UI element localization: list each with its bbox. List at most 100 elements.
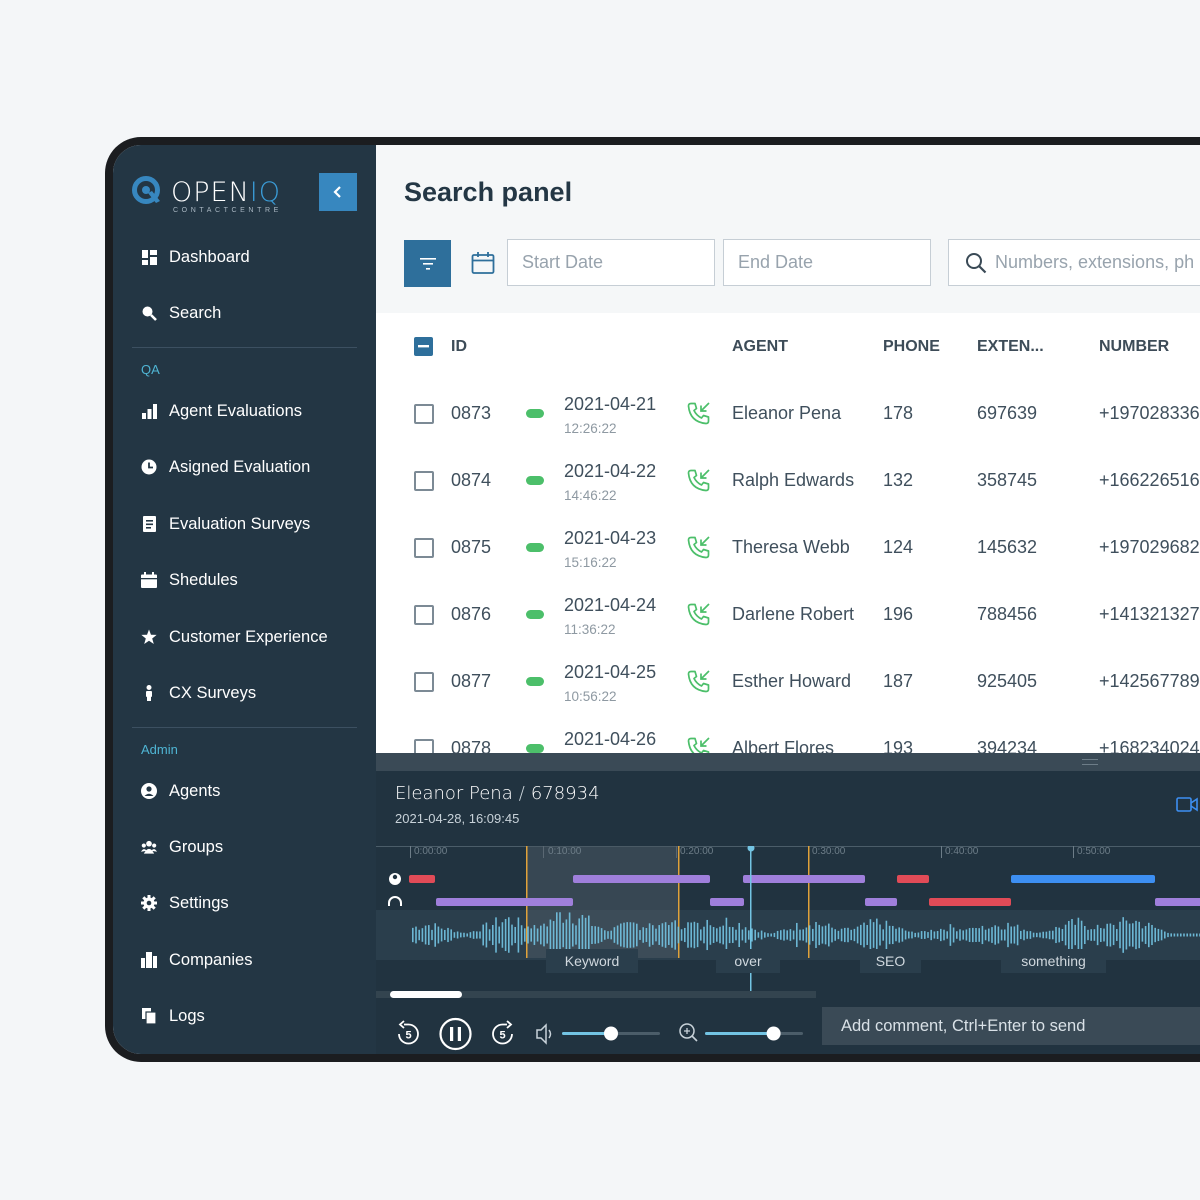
marker-line (808, 846, 810, 958)
cell-phone: 193 (883, 738, 914, 753)
start-date-input[interactable]: Start Date (507, 239, 715, 286)
forward-seconds: 5 (499, 1030, 505, 1042)
cell-id: 0878 (451, 738, 492, 753)
waveform-bar (623, 922, 625, 948)
player-controls: 5 5 (376, 991, 1200, 1054)
waveform-bar (1061, 929, 1064, 941)
player-agent-name: Eleanor Pena (395, 783, 513, 804)
end-date-input[interactable]: End Date (723, 239, 931, 286)
waveform-bar (552, 921, 555, 949)
waveform-bar (527, 926, 529, 944)
table-row[interactable]: 0878 2021-04-26 Albert Flores 193 394234 +168… (376, 715, 1200, 753)
waveform-bar (453, 932, 456, 938)
video-camera-icon[interactable] (1176, 797, 1198, 812)
sidebar-item-label: Groups (169, 837, 224, 856)
sidebar-item-evaluation-surveys[interactable]: Evaluation Surveys (141, 509, 310, 539)
row-checkbox[interactable] (414, 605, 434, 625)
pause-button[interactable] (439, 1017, 472, 1051)
table-row[interactable]: 0877 2021-04-25 10:56:22 Esther Howard 187 92… (376, 648, 1200, 716)
column-header-agent[interactable]: AGENT (732, 337, 788, 355)
cell-agent: Eleanor Pena (732, 403, 842, 423)
cell-extension: 394234 (977, 738, 1038, 753)
waveform-bar (1180, 933, 1182, 937)
cell-extension: 788456 (977, 604, 1038, 624)
app-screen: OPENIQ CONTACTCENTRE Dashboard Search QA… (113, 145, 1200, 1054)
keyword-tag[interactable]: SEO (860, 949, 921, 973)
resize-handle[interactable] (376, 753, 1200, 771)
sidebar-item-cx-surveys[interactable]: CX Surveys (141, 678, 256, 708)
row-checkbox[interactable] (414, 739, 434, 753)
volume-slider-handle[interactable] (604, 1026, 618, 1041)
comment-input[interactable]: Add comment, Ctrl+Enter to send (822, 1007, 1200, 1045)
sidebar-item-shedules[interactable]: Shedules (141, 565, 238, 595)
rewind-button[interactable]: 5 (398, 1020, 419, 1045)
sidebar-item-groups[interactable]: Groups (141, 832, 223, 862)
waveform-bar (754, 929, 756, 941)
column-header-id[interactable]: ID (451, 337, 467, 355)
table-row[interactable]: 0874 2021-04-22 14:46:22 Ralph Edwards 132 35… (376, 447, 1200, 515)
row-checkbox[interactable] (414, 404, 434, 424)
forward-button[interactable]: 5 (492, 1020, 513, 1045)
sidebar-item-asigned-evaluation[interactable]: Asigned Evaluation (141, 452, 310, 482)
bar-chart-icon (141, 403, 157, 419)
waveform-bar (463, 932, 465, 938)
timeline-scrollbar[interactable] (390, 991, 462, 998)
waveform-bar (802, 929, 804, 941)
waveform-bar (885, 920, 888, 950)
keyword-tag[interactable]: over (716, 949, 780, 973)
sidebar-item-dashboard[interactable]: Dashboard (141, 242, 250, 272)
row-checkbox[interactable] (414, 471, 434, 491)
search-input[interactable]: Numbers, extensions, ph (948, 239, 1200, 286)
row-checkbox[interactable] (414, 538, 434, 558)
calendar-icon[interactable] (471, 251, 495, 275)
table-row[interactable]: 0875 2021-04-23 15:16:22 Theresa Webb 124 145… (376, 514, 1200, 582)
sidebar-item-label: Agents (169, 781, 221, 800)
table-row[interactable]: 0873 2021-04-21 12:26:22 Eleanor Pena 178 697… (376, 380, 1200, 448)
waveform-bar (783, 929, 785, 941)
keyword-tag[interactable]: something (1001, 949, 1106, 973)
collapse-sidebar-button[interactable] (319, 173, 357, 211)
row-checkbox[interactable] (414, 672, 434, 692)
zoom-icon[interactable] (679, 1023, 698, 1042)
cell-time: 12:26:22 (564, 421, 617, 436)
waveform-bar (1141, 928, 1144, 942)
waveform-bar (1023, 929, 1025, 941)
waveform-bar (1045, 931, 1048, 939)
calendar-icon (141, 572, 157, 588)
sidebar-item-agent-evaluations[interactable]: Agent Evaluations (141, 396, 302, 426)
waveform-bar (760, 930, 763, 940)
sidebar-item-customer-experience[interactable]: Customer Experience (141, 622, 328, 652)
sidebar-item-label: Asigned Evaluation (169, 457, 311, 476)
column-header-extension[interactable]: EXTEN... (977, 337, 1044, 355)
keyword-tag[interactable]: Keyword (546, 949, 638, 973)
waveform-bar (853, 928, 856, 942)
waveform-bar (524, 928, 526, 942)
waveform-bar (530, 928, 532, 942)
sidebar-item-settings[interactable]: Settings (141, 888, 229, 918)
volume-icon[interactable] (536, 1023, 552, 1045)
select-all-checkbox[interactable] (414, 337, 433, 356)
sidebar-item-agents[interactable]: Agents (141, 776, 220, 806)
column-header-phone[interactable]: PHONE (883, 337, 940, 355)
column-header-number[interactable]: NUMBER (1099, 337, 1170, 355)
timeline[interactable]: 0:00:00 0:10:00 0:20:00 0:30:00 0:40:00 … (376, 846, 1200, 991)
waveform-bar (1064, 924, 1067, 946)
waveform-bar (636, 923, 638, 947)
sidebar-item-logs[interactable]: Logs (141, 1001, 205, 1031)
zoom-slider-handle[interactable] (766, 1026, 781, 1041)
waveform-bar (748, 930, 750, 940)
waveform-bar (869, 919, 872, 951)
table-row[interactable]: 0876 2021-04-24 11:36:22 Darlene Robert 196 7… (376, 581, 1200, 649)
waveform-bar (629, 922, 632, 948)
waveform-bar (1071, 919, 1073, 951)
incoming-call-icon (687, 469, 710, 492)
filter-icon (419, 257, 436, 270)
sidebar-item-search[interactable]: Search (141, 298, 221, 328)
cell-phone: 178 (883, 403, 914, 423)
player-call-id: 678934 (530, 783, 600, 804)
waveform-bar (428, 925, 430, 945)
filter-button[interactable] (404, 240, 451, 287)
sidebar-item-companies[interactable]: Companies (141, 945, 252, 975)
waveform-bar (1013, 926, 1016, 944)
waveform-bar (508, 917, 510, 953)
